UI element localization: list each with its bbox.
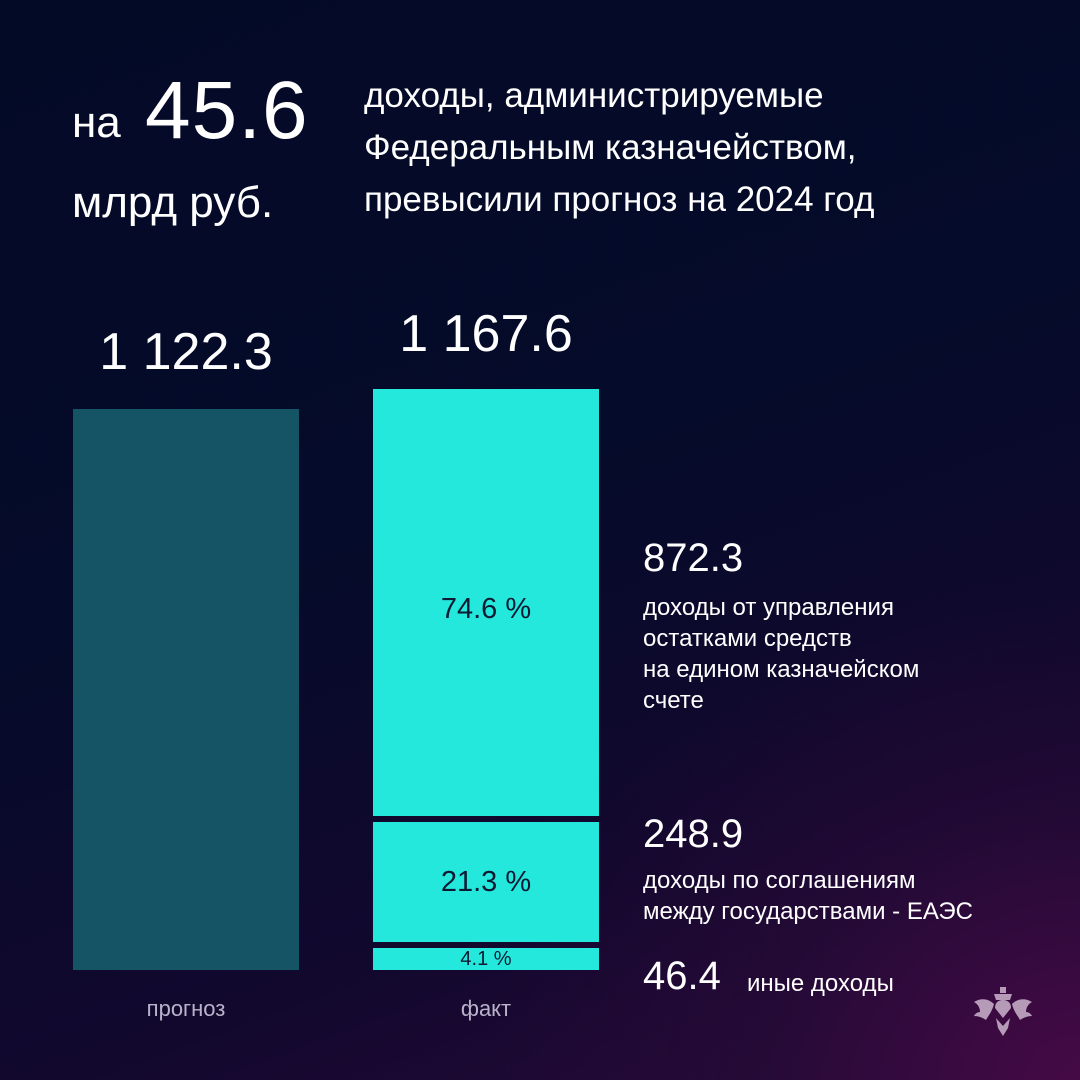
- segment-pct: 21.3 %: [440, 865, 532, 898]
- annotation-line: доходы по соглашениям: [643, 867, 916, 894]
- annotation-value: 248.9: [643, 812, 744, 856]
- prognoz-bar: [73, 409, 299, 970]
- subtitle: доходы, администрируемые Федеральным каз…: [364, 70, 1064, 226]
- annotation-line: доходы от управления: [643, 594, 894, 621]
- headline-value: 45.6: [145, 65, 309, 156]
- x-label-fakt: факт: [460, 996, 512, 1021]
- annotation-line: на едином казначейском: [643, 656, 920, 683]
- eagle-emblem-icon: [972, 986, 1034, 1040]
- subtitle-line: превысили прогноз на 2024 год: [364, 180, 875, 219]
- annotation-text: доходы по соглашениям между государствам…: [643, 865, 1063, 927]
- segment-pct: 4.1 %: [460, 948, 512, 970]
- fakt-segment-other: 4.1 %: [373, 948, 599, 970]
- annotation-value: 872.3: [643, 536, 744, 580]
- segment-pct: 74.6 %: [440, 593, 532, 625]
- annotation-value: 46.4: [643, 954, 721, 998]
- prognoz-value: 1 122.3: [99, 323, 273, 381]
- x-label-prognoz: прогноз: [146, 996, 226, 1021]
- headline-unit: млрд руб.: [72, 178, 274, 227]
- annotation-line: остатками средств: [643, 625, 852, 652]
- headline-prefix: на: [72, 98, 121, 147]
- fakt-segment-treasury-account: 74.6 %: [373, 389, 599, 816]
- subtitle-line: доходы, администрируемые: [364, 76, 824, 115]
- annotation-line: счете: [643, 687, 704, 714]
- subtitle-line: Федеральным казначейством,: [364, 128, 857, 167]
- fakt-value: 1 167.6: [399, 305, 573, 363]
- annotation-text: доходы от управления остатками средств н…: [643, 592, 1063, 716]
- annotation-line: между государствами - ЕАЭС: [643, 898, 973, 925]
- annotation-text: иные доходы: [747, 970, 894, 997]
- fakt-segment-eaeu: 21.3 %: [373, 822, 599, 942]
